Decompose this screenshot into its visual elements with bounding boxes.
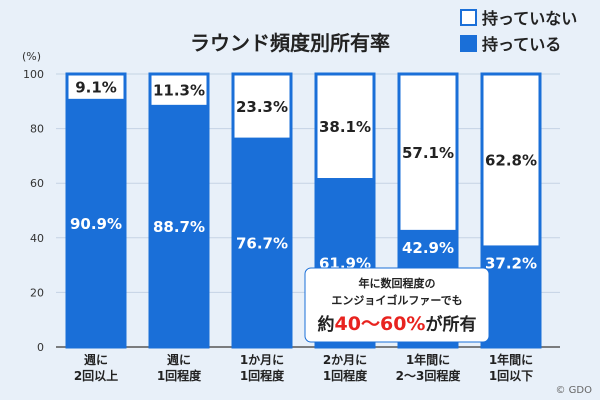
- category-label: 1回程度: [157, 368, 202, 383]
- category-label: 1か月に: [240, 353, 284, 367]
- bar-not-owned: [316, 74, 374, 179]
- callout-prefix: 約: [318, 314, 335, 335]
- category-label: 週に: [167, 352, 191, 367]
- bar-owned: [150, 104, 208, 347]
- value-label-not-owned: 9.1%: [75, 78, 117, 96]
- y-tick-label: 60: [30, 177, 44, 190]
- legend-swatch-owned: [460, 35, 477, 52]
- value-label-not-owned: 38.1%: [319, 118, 371, 136]
- bar-frame: [148, 72, 210, 349]
- y-axis-unit: (%): [22, 50, 41, 63]
- bar-group: 9.1% 90.9%: [65, 72, 127, 349]
- copyright-text: © GDO: [556, 385, 593, 396]
- bar-not-owned: [150, 74, 208, 105]
- x-axis-labels: 週に2回以上週に1回程度1か月に1回程度2か月に1回程度1年間に2〜3回程度1年…: [74, 352, 533, 383]
- bar-group: 23.3% 76.7%: [231, 72, 293, 349]
- callout-line-2: エンジョイゴルファーでも: [331, 293, 462, 307]
- bar-not-owned: [233, 74, 291, 138]
- category-label: 2か月に: [323, 353, 367, 367]
- callout-box: [304, 267, 490, 343]
- bar-frame: [397, 72, 459, 349]
- value-label-not-owned: 57.1%: [402, 144, 454, 162]
- bar-group: 11.3% 88.7%: [148, 72, 210, 349]
- bar-frame: [480, 72, 542, 349]
- category-label: 2〜3回程度: [396, 368, 462, 383]
- callout-suffix: が所有: [425, 314, 476, 335]
- category-label: 1回程度: [240, 368, 285, 383]
- category-label: 1回程度: [323, 368, 368, 383]
- bar-owned: [233, 137, 291, 347]
- bar-frame: [65, 72, 127, 349]
- chart-title: ラウンド頻度別所有率: [190, 31, 390, 55]
- y-axis-ticks: 0 20 40 60 80 100: [23, 68, 44, 354]
- category-label: 1回以下: [489, 369, 533, 383]
- y-tick-label: 80: [30, 123, 44, 136]
- callout-line-1: 年に数回程度の: [359, 276, 436, 290]
- bar-not-owned: [399, 74, 457, 230]
- value-label-owned: 37.2%: [485, 254, 537, 272]
- value-label-owned: 88.7%: [153, 218, 205, 236]
- bar-owned: [67, 98, 125, 347]
- legend-swatch-not-owned: [460, 9, 477, 26]
- y-tick-label: 0: [37, 341, 44, 354]
- category-label: 週に: [84, 352, 108, 367]
- gridlines: [56, 73, 560, 348]
- category-label: 2回以上: [74, 368, 118, 383]
- value-label-not-owned: 62.8%: [485, 152, 537, 170]
- category-label: 1年間に: [489, 352, 533, 367]
- value-label-owned: 76.7%: [236, 234, 288, 252]
- bar-not-owned: [482, 74, 540, 246]
- y-tick-label: 40: [30, 232, 44, 245]
- value-label-owned: 90.9%: [70, 215, 122, 233]
- legend-label-owned: 持っている: [482, 35, 561, 54]
- value-label-not-owned: 11.3%: [153, 81, 205, 99]
- value-label-owned: 42.9%: [402, 239, 454, 257]
- bars: 9.1%90.9%11.3%88.7%23.3%76.7%38.1%61.9%5…: [65, 72, 542, 349]
- bar-not-owned: [67, 74, 125, 99]
- callout-highlight: 40〜60%: [335, 313, 426, 335]
- y-tick-label: 100: [23, 68, 44, 81]
- y-tick-label: 20: [30, 286, 44, 299]
- bar-frame: [314, 72, 376, 349]
- bar-owned: [482, 245, 540, 347]
- value-label-not-owned: 23.3%: [236, 98, 288, 116]
- bar-group: 62.8% 37.2%: [480, 72, 542, 349]
- callout-line-3: 約40〜60%が所有: [318, 313, 477, 335]
- category-label: 1年間に: [406, 352, 450, 367]
- legend-label-not-owned: 持っていない: [482, 9, 577, 28]
- bar-frame: [231, 72, 293, 349]
- legend: 持っていない 持っている: [460, 9, 577, 54]
- annotation-callout: 年に数回程度の エンジョイゴルファーでも 約40〜60%が所有: [304, 267, 490, 343]
